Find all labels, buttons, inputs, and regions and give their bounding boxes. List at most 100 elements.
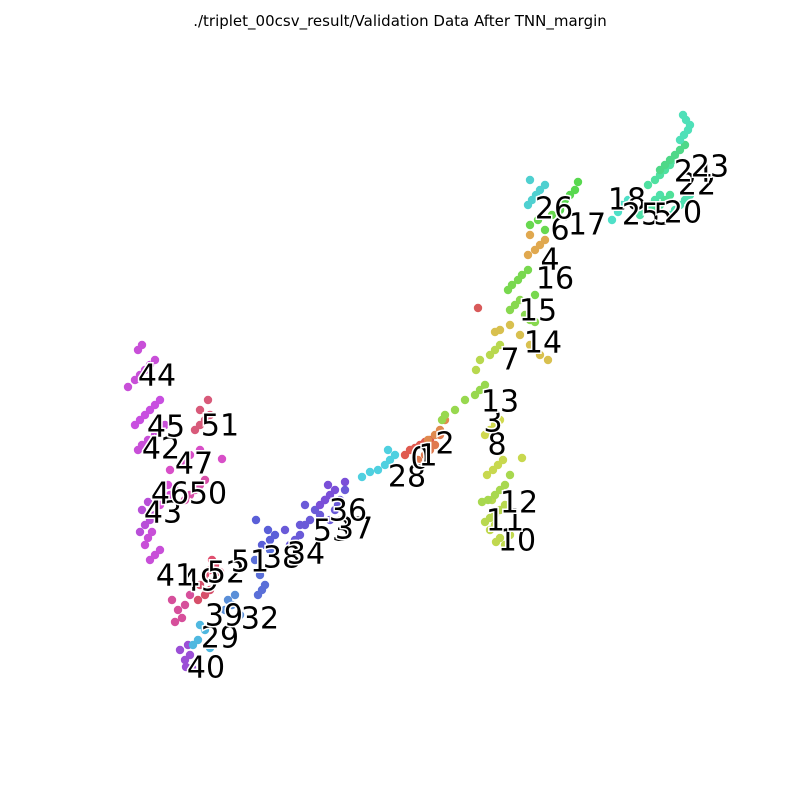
- data-point: [540, 225, 550, 235]
- data-point: [617, 200, 627, 210]
- data-point: [210, 575, 220, 585]
- data-point: [373, 465, 383, 475]
- cluster-label: 41: [156, 559, 194, 594]
- data-point: [205, 585, 215, 595]
- cluster-label: 15: [519, 294, 557, 329]
- data-point: [180, 600, 190, 610]
- cluster-label: 29: [201, 621, 239, 656]
- data-point: [535, 350, 545, 360]
- data-point: [525, 175, 535, 185]
- data-point: [495, 340, 505, 350]
- data-point: [530, 290, 540, 300]
- data-point: [163, 480, 173, 490]
- cluster-label: 37: [335, 512, 373, 547]
- data-point: [137, 340, 147, 350]
- data-point: [330, 485, 340, 495]
- cluster-label: 12: [500, 486, 538, 521]
- cluster-label: 45: [147, 410, 185, 445]
- data-point: [495, 533, 505, 543]
- data-point: [515, 330, 525, 340]
- cluster-label: 34: [287, 537, 325, 572]
- cluster-label: 49: [181, 564, 219, 599]
- data-point: [217, 454, 227, 464]
- data-point: [265, 545, 275, 555]
- data-point: [260, 580, 270, 590]
- data-point: [155, 545, 165, 555]
- data-point: [143, 533, 153, 543]
- data-point: [480, 380, 490, 390]
- cluster-label: 6: [550, 213, 569, 248]
- data-point: [180, 655, 190, 665]
- data-point: [525, 230, 535, 240]
- cluster-label: 44: [138, 359, 176, 394]
- data-point: [515, 295, 525, 305]
- cluster-label: 46: [151, 477, 189, 512]
- data-point: [255, 570, 265, 580]
- cluster-label: 28: [388, 460, 426, 495]
- cluster-label: 18: [608, 183, 646, 218]
- data-point: [325, 515, 335, 525]
- cluster-label: 5: [653, 198, 672, 233]
- cluster-label: 40: [187, 651, 225, 686]
- data-point: [523, 265, 533, 275]
- data-point: [305, 515, 315, 525]
- data-point: [340, 485, 350, 495]
- data-point: [295, 530, 305, 540]
- cluster-label: 38: [263, 541, 301, 576]
- cluster-label: 8: [487, 428, 506, 463]
- cluster-label: 17: [568, 208, 606, 243]
- data-point: [430, 440, 440, 450]
- data-point: [685, 190, 695, 200]
- data-point: [500, 540, 510, 550]
- cluster-label: 51: [231, 545, 269, 580]
- chart-title: ./triplet_00csv_result/Validation Data A…: [193, 12, 607, 30]
- data-point: [203, 395, 213, 405]
- data-point: [547, 210, 557, 220]
- data-point: [475, 355, 485, 365]
- cluster-label: 3: [483, 405, 502, 440]
- data-point: [413, 455, 423, 465]
- data-point: [270, 530, 280, 540]
- data-point: [482, 470, 492, 480]
- data-point: [390, 450, 400, 460]
- data-point: [483, 495, 493, 505]
- data-point: [460, 395, 470, 405]
- data-point: [340, 477, 350, 487]
- cluster-label: 11: [486, 504, 524, 539]
- data-point: [263, 525, 273, 535]
- cluster-label: 43: [144, 496, 182, 531]
- data-point: [525, 340, 535, 350]
- cluster-label: 52: [207, 556, 245, 591]
- data-point: [250, 555, 260, 565]
- data-point: [295, 520, 305, 530]
- cluster-label: 14: [524, 326, 562, 361]
- data-point: [517, 270, 527, 280]
- data-point: [623, 195, 633, 205]
- data-point: [175, 645, 185, 655]
- data-point: [150, 510, 160, 520]
- data-point: [135, 527, 145, 537]
- data-point: [177, 613, 187, 623]
- data-point: [495, 325, 505, 335]
- data-point: [137, 505, 147, 515]
- data-point: [505, 530, 515, 540]
- data-point: [383, 445, 393, 455]
- data-point: [143, 497, 153, 507]
- data-point: [300, 500, 310, 510]
- cluster-label: 1: [418, 439, 437, 474]
- data-point: [193, 635, 203, 645]
- cluster-label: 4: [540, 243, 559, 278]
- data-point: [137, 440, 147, 450]
- data-point: [357, 472, 367, 482]
- cluster-label: 20: [664, 196, 702, 231]
- data-point: [613, 207, 623, 217]
- data-point: [473, 303, 483, 313]
- data-point: [160, 420, 170, 430]
- data-point: [195, 580, 205, 590]
- cluster-label: 7: [500, 343, 519, 378]
- data-point: [495, 415, 505, 425]
- data-point: [223, 595, 233, 605]
- data-point: [423, 435, 433, 445]
- cluster-label: 53: [313, 514, 351, 549]
